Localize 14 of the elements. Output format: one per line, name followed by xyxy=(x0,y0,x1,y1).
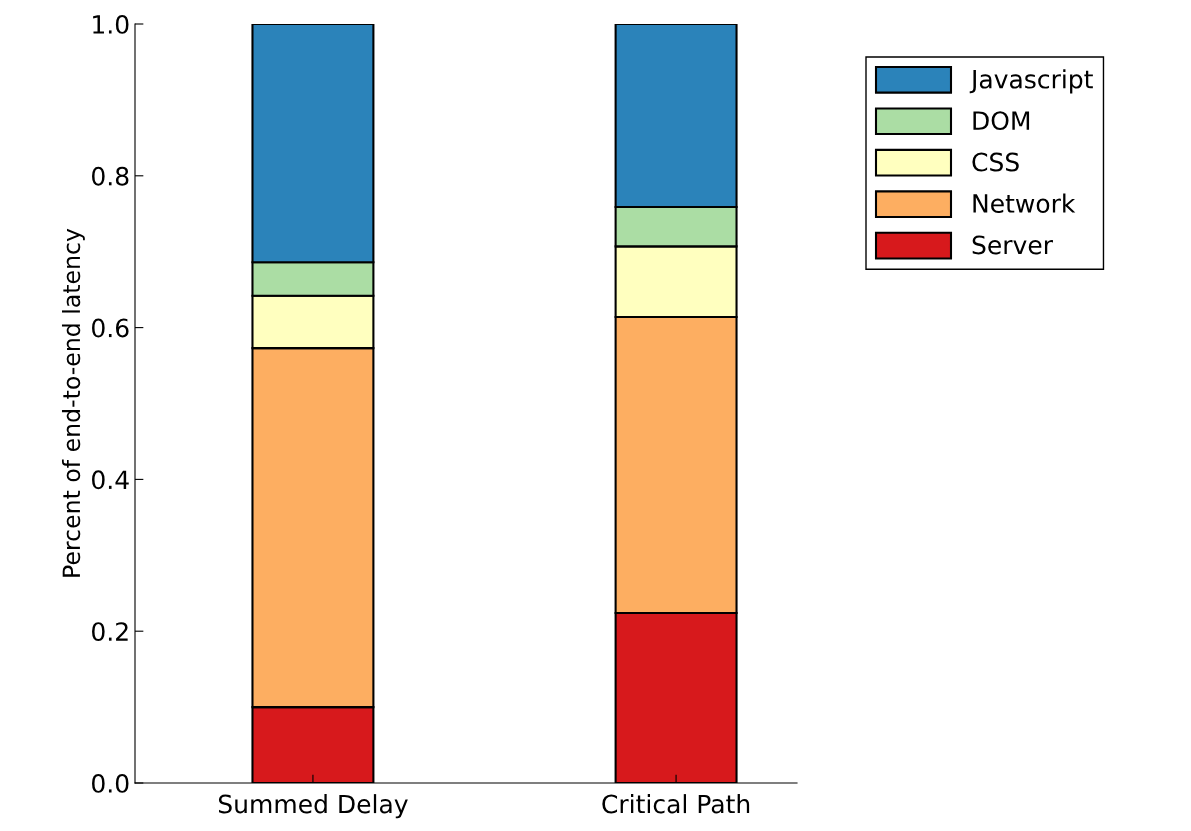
y-tick-label: 1.0 xyxy=(93,14,129,34)
x-tick-label: Critical Path xyxy=(602,794,750,814)
y-tick-label: 0.2 xyxy=(92,622,128,642)
y-tick-label: 0.8 xyxy=(92,166,129,186)
y-tick-label: 0.6 xyxy=(92,318,129,338)
legend-label: DOM xyxy=(973,111,1030,131)
x-tick-label: Summed Delay xyxy=(218,794,408,819)
legend-label: Server xyxy=(972,235,1053,255)
y-tick-label: 0.4 xyxy=(92,470,129,490)
legend-label: Javascript xyxy=(969,69,1093,94)
legend-label: Network xyxy=(973,193,1076,213)
legend-label: CSS xyxy=(972,152,1019,172)
y-tick-label: 0.0 xyxy=(92,773,129,793)
y-axis-title: Percent of end-to-end latency xyxy=(61,228,85,577)
